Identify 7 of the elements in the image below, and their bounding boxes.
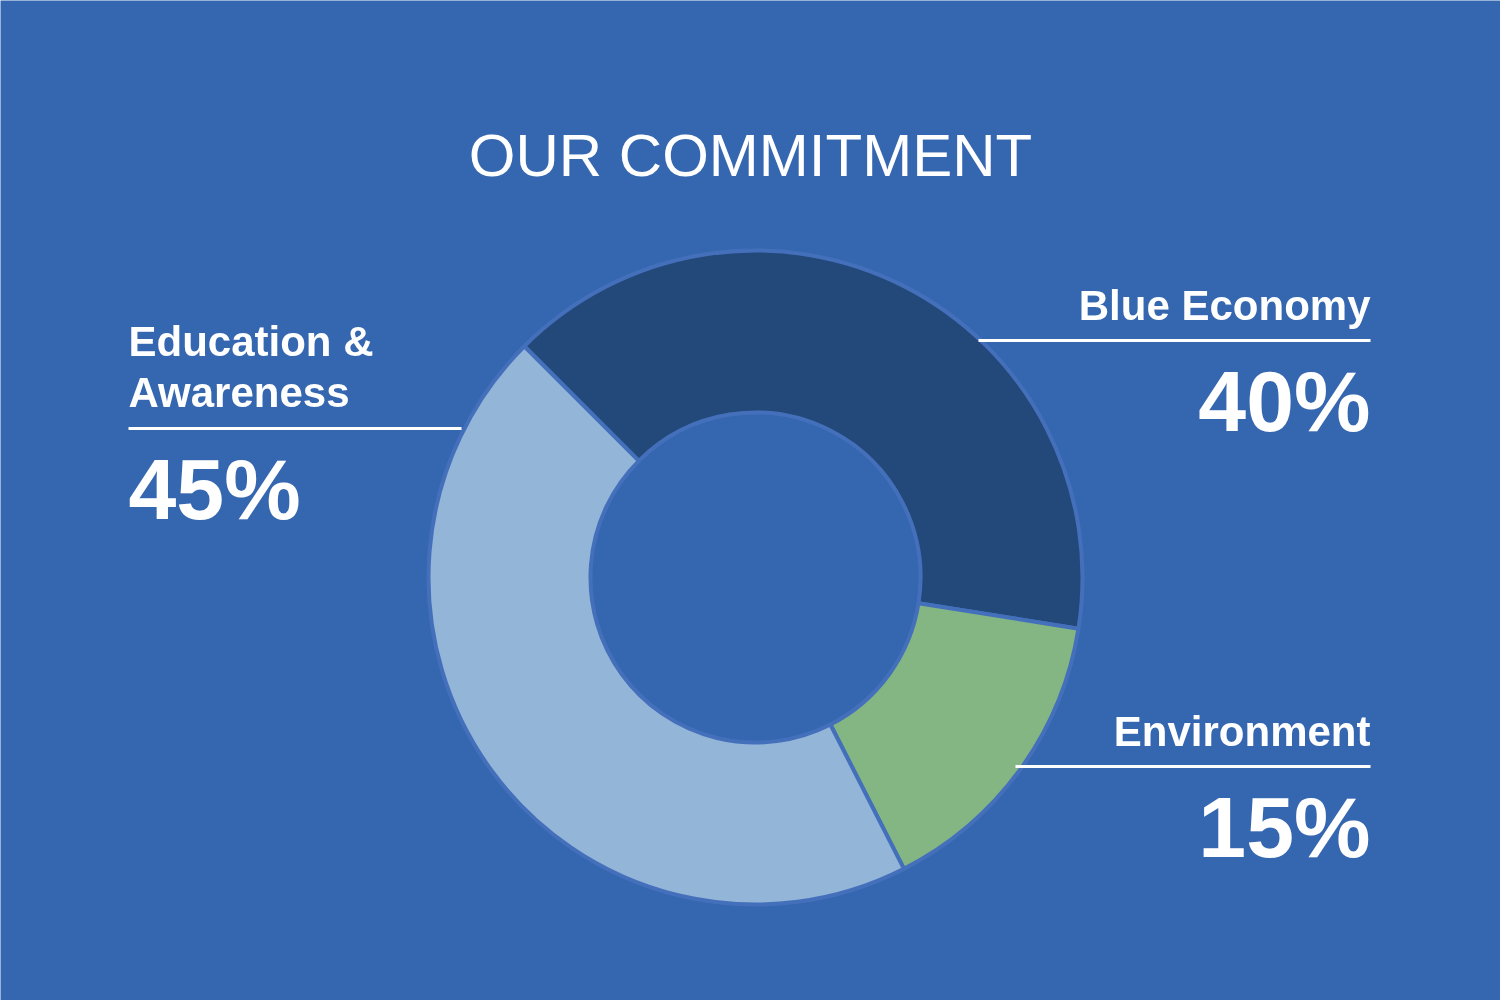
slice-label: Environment	[1113, 707, 1371, 755]
slice-label: Blue Economy	[1078, 281, 1372, 329]
data-label: 45%	[128, 440, 301, 537]
slice-label: Education & Awareness	[128, 317, 374, 417]
data-label: 40%	[1198, 352, 1371, 449]
chart-title: OUR COMMITMENT	[468, 122, 1033, 189]
data-label: 15%	[1198, 778, 1371, 875]
